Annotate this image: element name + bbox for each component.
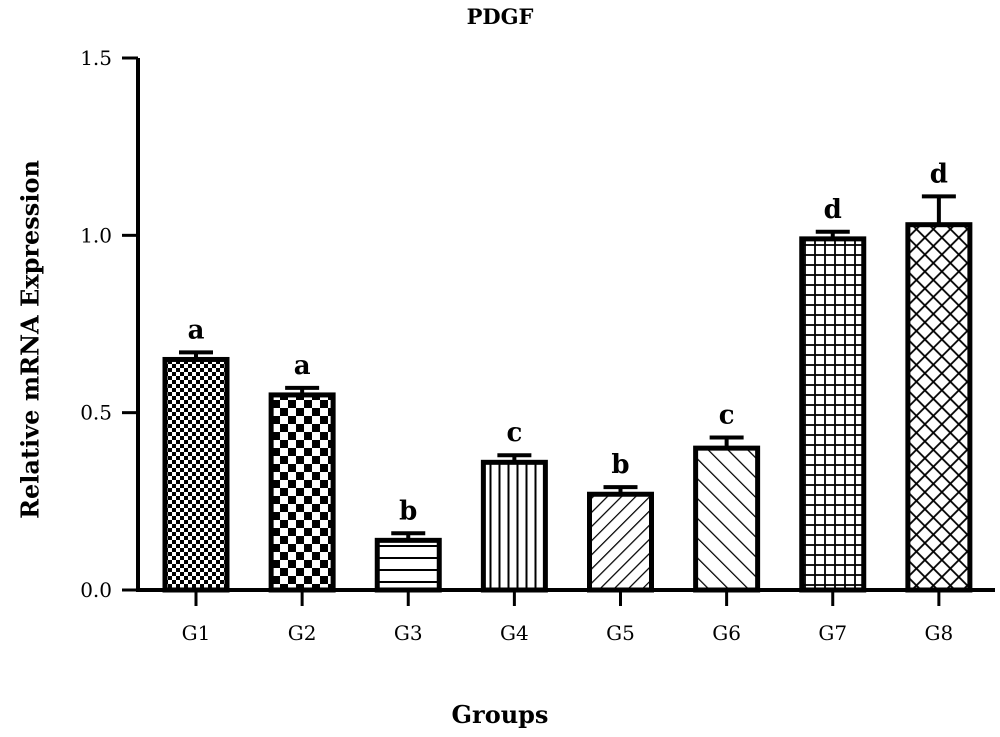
bar-g4 [480,459,548,593]
x-axis-title: Groups [451,700,549,729]
significance-label: c [719,400,735,430]
x-tick-label: G6 [712,621,741,645]
significance-label: d [824,195,842,225]
bar-g8 [905,222,973,593]
x-tick-label: G3 [394,621,423,645]
significance-label: b [611,450,629,480]
x-tick-label: G2 [288,621,317,645]
bar-g1 [162,356,230,593]
significance-label: a [188,315,205,345]
x-tick-label: G4 [500,621,529,645]
y-tick-label: 1.0 [80,223,112,247]
significance-label: c [506,418,522,448]
bar-g2 [268,392,336,593]
y-tick-label: 1.5 [80,46,112,70]
significance-label: d [930,159,948,189]
bar-g3 [374,537,442,593]
significance-label: a [294,351,311,381]
x-tick-label: G1 [182,621,211,645]
significance-label: b [399,496,417,526]
bar-g7 [799,236,867,593]
chart-title: PDGF [466,4,534,29]
x-tick-label: G8 [925,621,954,645]
bar-g6 [693,445,761,593]
x-tick-label: G7 [818,621,847,645]
y-tick-label: 0.0 [80,578,112,602]
y-tick-label: 0.5 [80,401,112,425]
bar-g5 [587,491,654,593]
x-tick-label: G5 [606,621,635,645]
